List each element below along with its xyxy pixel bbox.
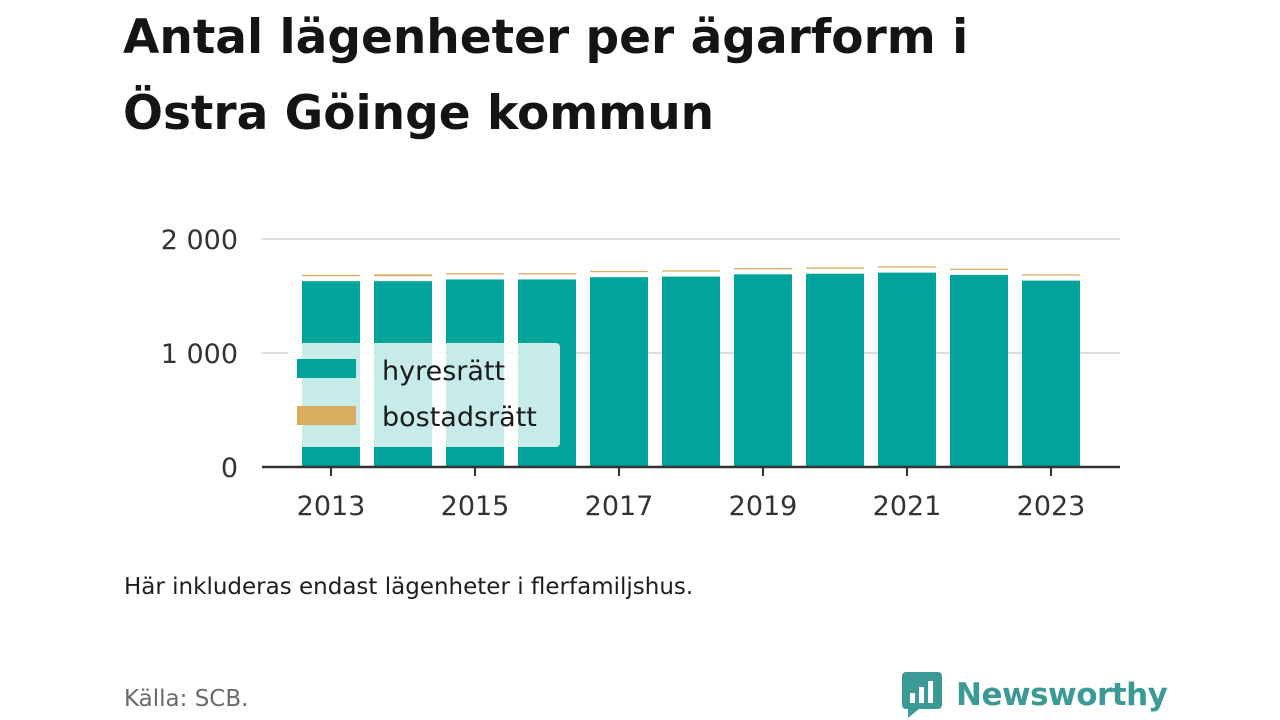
- legend-label-hyresratt: hyresrätt: [382, 356, 505, 387]
- bar-bostadsratt: [806, 267, 864, 269]
- x-tick-label: 2017: [585, 491, 654, 522]
- x-tick-label: 2023: [1017, 491, 1086, 522]
- bar-hyresratt: [878, 272, 936, 467]
- x-tick-labels: 2013 2015 2017 2019 2021 2023: [297, 491, 1086, 522]
- bar-bostadsratt: [302, 274, 360, 277]
- bar-bostadsratt: [446, 273, 504, 275]
- x-ticks: [330, 467, 1052, 476]
- y-tick-label: 1 000: [161, 339, 238, 370]
- legend-label-bostadsratt: bostadsrätt: [382, 402, 537, 433]
- bar-hyresratt: [734, 274, 792, 467]
- y-tick-labels: 0 1 000 2 000: [161, 225, 238, 484]
- x-tick-label: 2019: [729, 491, 798, 522]
- bar-bostadsratt: [590, 270, 648, 273]
- x-tick-label: 2021: [873, 491, 942, 522]
- chart-note: Här inkluderas endast lägenheter i flerf…: [124, 574, 694, 600]
- bar-bostadsratt: [878, 266, 936, 268]
- bar-bostadsratt: [518, 273, 576, 275]
- bar-hyresratt: [950, 274, 1008, 467]
- bar-bostadsratt: [1022, 274, 1080, 276]
- newsworthy-logo-icon: [902, 672, 942, 718]
- bar-hyresratt: [1022, 280, 1080, 467]
- bar-hyresratt: [806, 273, 864, 467]
- y-tick-label: 0: [221, 453, 238, 484]
- source-text: Källa: SCB.: [124, 686, 249, 712]
- bar-hyresratt: [590, 277, 648, 467]
- bar-hyresratt: [662, 276, 720, 467]
- bar-bostadsratt: [950, 268, 1008, 270]
- legend-swatch-bostadsratt: [297, 406, 356, 425]
- bar-bostadsratt: [734, 268, 792, 270]
- chart-title: Antal lägenheter per ägarform i Östra Gö…: [123, 10, 969, 141]
- brand-name: Newsworthy: [956, 677, 1168, 713]
- x-tick-label: 2015: [441, 491, 510, 522]
- bar-bostadsratt: [374, 274, 432, 277]
- bar-bostadsratt: [662, 270, 720, 272]
- y-tick-label: 2 000: [161, 225, 238, 256]
- x-tick-label: 2013: [297, 491, 366, 522]
- legend: hyresrätt bostadsrätt: [288, 343, 560, 447]
- brand-block[interactable]: Newsworthy: [902, 672, 1168, 718]
- chart: 0 1 000 2 000 2013 2015 2017 2019 2021 2023 hyr…: [161, 225, 1120, 522]
- legend-swatch-hyresratt: [297, 359, 356, 378]
